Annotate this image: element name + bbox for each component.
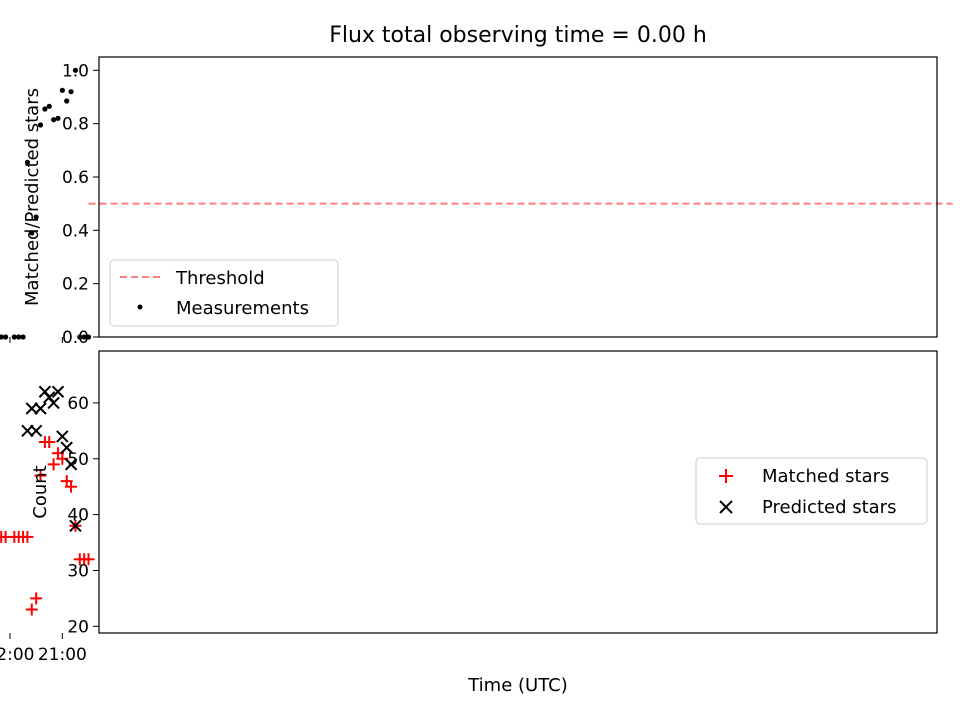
measurement-point [29, 230, 35, 236]
x-tick-label: 21:00 [38, 645, 87, 665]
count-y-tick-label: 30 [67, 561, 89, 581]
ratio-y-tick-label: 0.2 [62, 275, 89, 295]
matched-star-point [34, 469, 47, 482]
legend-matched-label: Matched stars [762, 466, 889, 487]
measurement-point [81, 334, 87, 340]
ratio-axes: 0.0 0.2 0.4 0.6 0.8 1.0 [9, 61, 99, 348]
legend-threshold-label: Threshold [175, 268, 265, 289]
x-tick-label: 22:00 [0, 645, 34, 665]
predicted-star-point [64, 458, 78, 471]
measurement-point [59, 87, 65, 93]
count-legend: Matched stars Predicted stars [695, 457, 928, 525]
count-legend-box [695, 457, 928, 525]
measurement-point [11, 334, 17, 340]
measurement-point [33, 214, 39, 220]
ratio-plot-frame [98, 56, 938, 338]
matched-star-point [25, 603, 38, 616]
ratio-marks [0, 67, 953, 340]
measurement-point [2, 334, 9, 340]
matched-star-point [0, 535, 3, 538]
measurement-point [77, 334, 83, 340]
predicted-star-point [60, 441, 73, 454]
matched-star-point [30, 592, 43, 605]
predicted-star-point [38, 385, 52, 398]
ratio-y-tick-label: 0.8 [62, 115, 89, 135]
measurement-point [16, 334, 22, 340]
count-marks [0, 385, 95, 616]
count-y-tick-label: 40 [67, 506, 89, 526]
count-y-tick-label: 20 [67, 617, 89, 637]
count-plot-frame [98, 350, 938, 634]
predicted-star-point [56, 430, 69, 443]
ratio-legend-box [109, 259, 339, 327]
legend-predicted-marker [719, 500, 733, 514]
legend-matched-marker [719, 469, 733, 483]
measurement-point [64, 98, 70, 104]
count-panel: 21:0022:0023:0000:0001:0002:0003:0004:00… [0, 350, 938, 696]
measurement-point [68, 89, 74, 95]
measurement-point [37, 122, 44, 128]
matched-star-point [38, 436, 51, 449]
count-axes: 21:0022:0023:0000:0001:0002:0003:0004:00… [0, 394, 99, 665]
matched-star-point [47, 458, 60, 471]
ratio-panel: 0.0 0.2 0.4 0.6 0.8 1.0 Matched/Predicted sta… [0, 56, 953, 348]
measurement-point [55, 115, 61, 121]
predicted-star-point [25, 402, 38, 415]
ratio-legend: Threshold Measurements [109, 259, 339, 327]
measurement-point [51, 117, 57, 123]
predicted-star-point [21, 424, 34, 438]
measurement-point [20, 334, 26, 340]
measurement-point [72, 67, 79, 73]
count-y-tick-label: 50 [67, 450, 89, 470]
measurement-point [85, 334, 92, 340]
matched-star-point [73, 553, 86, 566]
measurement-point [24, 159, 31, 165]
ratio-y-tick-label: 0.0 [62, 328, 89, 348]
count-y-axis-label: Count [30, 465, 51, 518]
ratio-y-axis-label: Matched/Predicted stars [22, 88, 43, 306]
legend-measurements-marker [137, 304, 143, 310]
chart-title: Flux total observing time = 0.00 h [329, 23, 707, 48]
x-axis-label: Time (UTC) [467, 675, 568, 696]
count-y-tick-label: 60 [67, 394, 89, 414]
legend-predicted-label: Predicted stars [762, 497, 896, 518]
ratio-y-tick-label: 1.0 [62, 61, 89, 81]
measurement-point [46, 103, 52, 109]
measurement-point [0, 334, 4, 340]
matched-star-point [60, 475, 73, 488]
legend-measurements-label: Measurements [176, 298, 309, 319]
ratio-y-tick-label: 0.4 [62, 221, 89, 241]
ratio-y-tick-label: 0.6 [62, 168, 89, 188]
predicted-star-point [51, 385, 65, 398]
measurement-point [42, 106, 48, 112]
predicted-star-point [69, 519, 82, 532]
